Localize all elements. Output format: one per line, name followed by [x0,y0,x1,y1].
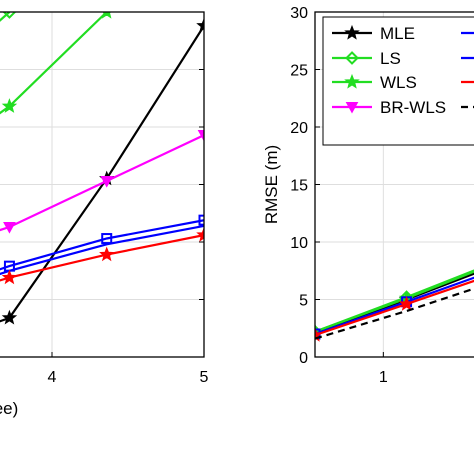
series-group-2 [315,269,474,342]
data-point [101,233,113,245]
data-point [100,176,114,188]
y-tick-label: 25 [290,63,308,80]
data-point [196,227,204,242]
series-line-unnamed-4 [0,219,204,271]
x-tick-label: 1 [379,369,388,386]
data-point [196,17,204,33]
legend-label: LS [380,49,401,68]
data-point [1,309,18,325]
y-tick-label: 15 [290,178,308,195]
legend-marker [345,102,359,114]
series-line-ls [0,12,11,22]
series-line-unnamed-5 [0,224,204,276]
data-point [1,269,18,285]
series-group-1 [0,12,204,325]
y-axis-label: RMSE (m) [262,145,281,224]
y-tick-label: 30 [290,5,308,22]
legend-label: BR-WLS [380,98,446,117]
data-point [197,130,204,142]
series-line-unnamed-4 [315,279,474,337]
x-tick-label: 5 [200,369,209,386]
y-tick-label: 10 [290,235,308,252]
legend-label: WLS [380,73,417,92]
series-line-mle [0,25,204,323]
data-point [99,246,115,262]
data-point [2,12,17,19]
legend-marker [344,24,360,40]
data-point [198,214,204,226]
series-line-br-wls [0,134,204,232]
x-axis-label: ee) [0,399,18,418]
y-tick-label: 0 [299,350,308,367]
data-point [101,12,112,19]
series-line-unnamed-6 [0,234,204,282]
data-point [398,295,415,311]
y-tick-label: 20 [290,120,308,137]
series-line-mle [315,272,474,334]
legend-label: MLE [380,24,415,43]
data-point [3,222,16,234]
legend-marker [344,73,360,89]
legend-marker [345,51,359,65]
data-point [1,98,18,113]
series-line-wls [315,270,474,333]
series-line-wls [0,12,108,115]
x-tick-label: 4 [48,369,57,386]
y-tick-label: 5 [299,293,308,310]
series-line-unnamed-3 [315,276,474,336]
